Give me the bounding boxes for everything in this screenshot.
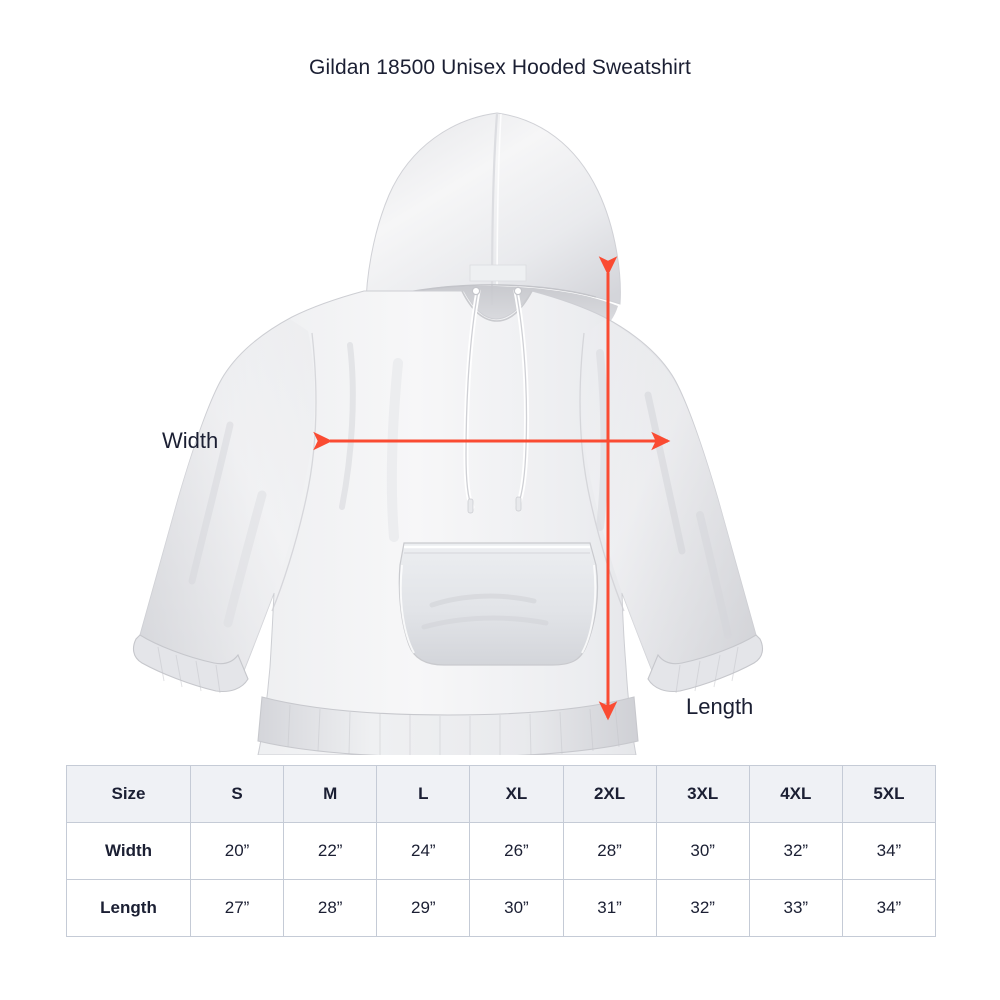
cell-length-xl: 30” <box>469 879 564 937</box>
table-header-size: Size <box>66 765 191 823</box>
table-header-5xl: 5XL <box>841 765 937 823</box>
cell-length-5xl: 34” <box>841 879 937 937</box>
cell-width-m: 22” <box>283 822 378 880</box>
row-label-width: Width <box>66 822 191 880</box>
cell-width-l: 24” <box>376 822 471 880</box>
neck-collar <box>461 264 533 322</box>
table-header-4xl: 4XL <box>748 765 843 823</box>
bottom-hem <box>257 696 639 755</box>
cell-width-5xl: 34” <box>841 822 937 880</box>
table-header-l: L <box>376 765 471 823</box>
hoodie-svg <box>132 112 764 755</box>
table-header-2xl: 2XL <box>562 765 657 823</box>
table-body: Width 20” 22” 24” 26” 28” 30” 32” 34” Le… <box>66 822 937 937</box>
cuffs <box>132 634 764 694</box>
table-header-row: Size S M L XL 2XL 3XL 4XL 5XL <box>66 765 937 823</box>
cell-length-l: 29” <box>376 879 471 937</box>
cell-width-4xl: 32” <box>748 822 843 880</box>
table-header: Size S M L XL 2XL 3XL 4XL 5XL <box>66 765 937 823</box>
kangaroo-pocket <box>398 542 599 666</box>
cell-width-2xl: 28” <box>562 822 657 880</box>
cell-width-s: 20” <box>189 822 285 880</box>
cell-length-4xl: 33” <box>748 879 843 937</box>
cell-length-2xl: 31” <box>562 879 657 937</box>
cell-width-xl: 26” <box>469 822 564 880</box>
table-row: Width 20” 22” 24” 26” 28” 30” 32” 34” <box>66 822 937 880</box>
row-label-length: Length <box>66 879 191 937</box>
cell-length-3xl: 32” <box>655 879 750 937</box>
cell-length-m: 28” <box>283 879 378 937</box>
table-header-3xl: 3XL <box>655 765 750 823</box>
table-header-s: S <box>189 765 285 823</box>
size-chart-table: Size S M L XL 2XL 3XL 4XL 5XL Width 20” … <box>66 765 937 937</box>
width-measure-label: Width <box>162 428 219 453</box>
table-header-m: M <box>283 765 378 823</box>
page-title: Gildan 18500 Unisex Hooded Sweatshirt <box>309 56 691 79</box>
cell-length-s: 27” <box>189 879 285 937</box>
hoodie-illustration <box>0 95 1000 755</box>
table-row: Length 27” 28” 29” 30” 31” 32” 33” 34” <box>66 879 937 937</box>
size-chart-table-wrapper: Size S M L XL 2XL 3XL 4XL 5XL Width 20” … <box>66 765 937 937</box>
cell-width-3xl: 30” <box>655 822 750 880</box>
length-measure-label: Length <box>686 694 754 719</box>
table-header-xl: XL <box>469 765 564 823</box>
drawstrings <box>463 286 530 514</box>
